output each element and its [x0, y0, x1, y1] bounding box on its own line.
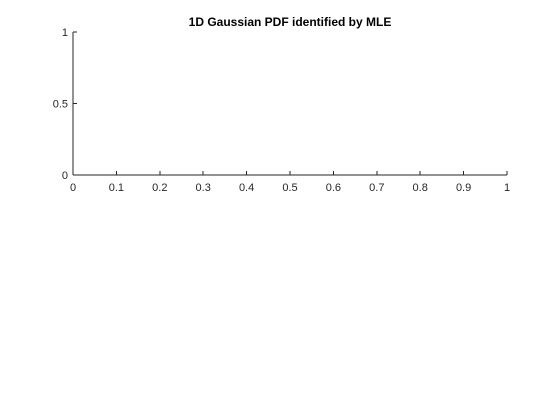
chart-title: 1D Gaussian PDF identified by MLE [189, 15, 392, 29]
x-tick-label: 0.2 [152, 182, 167, 194]
plot-axes [72, 32, 507, 176]
x-tick-label: 0.9 [456, 182, 471, 194]
y-axis-ticks: 00.51 [53, 27, 77, 182]
x-tick-label: 0 [70, 182, 76, 194]
x-tick-label: 0.4 [239, 182, 254, 194]
x-tick-label: 0.6 [326, 182, 341, 194]
x-tick-label: 1 [504, 182, 510, 194]
y-tick-label: 0 [62, 170, 68, 182]
x-tick-label: 0.3 [196, 182, 211, 194]
x-tick-label: 0.1 [109, 182, 124, 194]
x-tick-label: 0.7 [369, 182, 384, 194]
x-axis-ticks: 0 0.1 0.2 0.3 0.4 0.5 0.6 0.7 0.8 0.9 1 [70, 171, 510, 194]
x-tick-label: 0.8 [413, 182, 428, 194]
x-tick-label: 0.5 [282, 182, 297, 194]
y-tick-label: 0.5 [53, 99, 68, 111]
y-tick-label: 1 [62, 27, 68, 39]
